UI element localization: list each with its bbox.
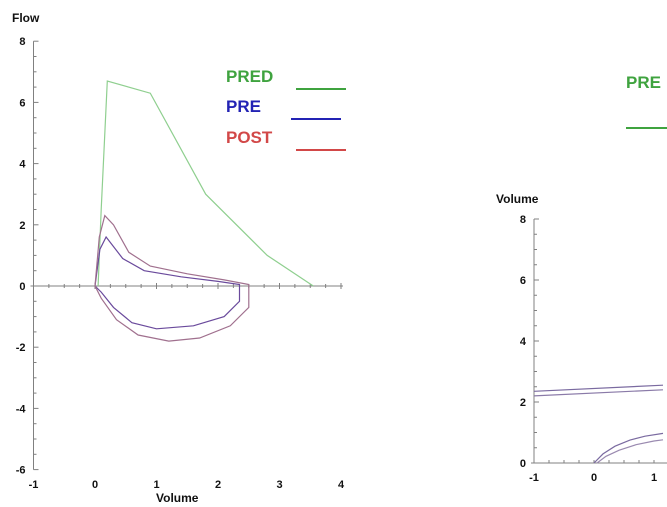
y-tick-label: -4 xyxy=(16,403,27,415)
y-tick-label: -6 xyxy=(16,465,26,477)
y-tick-label-right: 0 xyxy=(520,458,526,470)
x-axis-label: Volume xyxy=(156,491,199,505)
x-tick-label: 0 xyxy=(92,479,98,491)
legend-label-pre: PRE xyxy=(226,97,261,116)
x-tick-label-right: 0 xyxy=(591,472,597,484)
y-tick-label-right: 4 xyxy=(520,336,527,348)
x-tick-label: 4 xyxy=(338,479,345,491)
y-tick-label: 8 xyxy=(19,36,25,48)
y-axis-label: Flow xyxy=(12,11,40,25)
y-tick-label: 4 xyxy=(19,159,26,171)
series-line-post xyxy=(94,214,250,342)
legend: PRED PRE POST xyxy=(226,67,346,151)
y-tick-label-right: 2 xyxy=(520,397,526,409)
x-tick-label: 2 xyxy=(215,479,221,491)
series-line-right-2 xyxy=(593,432,664,464)
y-tick-label: 2 xyxy=(19,220,25,232)
y-tick-label: -2 xyxy=(16,342,26,354)
legend-label-pre-right: PRE xyxy=(626,73,661,92)
x-tick-label: -1 xyxy=(29,479,39,491)
series-line-right-0 xyxy=(533,384,664,392)
y-tick-label: 6 xyxy=(19,97,25,109)
x-tick-label: 1 xyxy=(153,479,159,491)
series-line-right-3 xyxy=(596,439,664,464)
legend-label-pred: PRED xyxy=(226,67,273,86)
flow-volume-chart: Flow Volume -6 -4 -2 0 2 4 6 8 -1 0 1 2 3 4 PRED PRE … xyxy=(12,11,346,505)
y-tick-label: 0 xyxy=(19,281,25,293)
y-axis-label-right: Volume xyxy=(496,192,539,206)
series-line-pre xyxy=(94,235,241,330)
legend-right: PRE xyxy=(626,73,667,129)
y-tick-label-right: 6 xyxy=(520,275,526,287)
x-tick-label-right: 1 xyxy=(651,472,657,484)
y-tick-label-right: 8 xyxy=(520,214,526,226)
x-tick-label: 3 xyxy=(276,479,282,491)
series-line-pred xyxy=(97,80,314,287)
legend-label-post: POST xyxy=(226,128,273,147)
x-tick-label-right: -1 xyxy=(529,472,539,484)
series-line-right-1 xyxy=(533,389,664,397)
